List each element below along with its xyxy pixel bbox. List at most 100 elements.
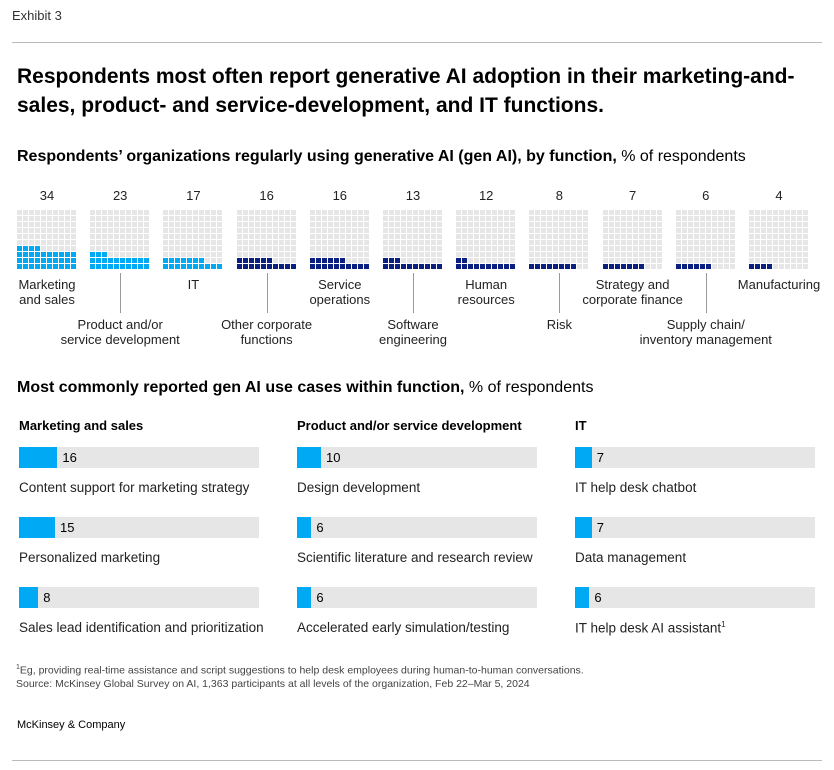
waffle-cell bbox=[693, 258, 699, 263]
waffle-cell bbox=[144, 228, 150, 233]
waffle-cell bbox=[163, 222, 169, 227]
waffle-cell bbox=[761, 240, 766, 245]
waffle-cell bbox=[211, 222, 217, 227]
waffle-cell bbox=[510, 252, 516, 257]
waffle-cell bbox=[650, 228, 656, 233]
waffle-cell bbox=[199, 246, 205, 251]
waffle-cell bbox=[248, 222, 254, 227]
waffle-cell bbox=[620, 228, 626, 233]
waffle-cell bbox=[65, 252, 70, 257]
waffle-cell bbox=[419, 240, 424, 245]
waffle-cell bbox=[699, 240, 705, 245]
waffle-cell bbox=[797, 246, 802, 251]
waffle-cell bbox=[309, 246, 315, 251]
waffle-cell bbox=[638, 228, 644, 233]
waffle-cell bbox=[474, 258, 480, 263]
waffle-cell bbox=[559, 258, 565, 263]
waffle-cell bbox=[431, 234, 436, 239]
bar-fill bbox=[19, 447, 58, 468]
waffle-cell bbox=[205, 222, 211, 227]
waffle-cell bbox=[205, 258, 211, 263]
waffle-cell bbox=[644, 258, 650, 263]
waffle-cell bbox=[535, 216, 541, 221]
waffle-cell bbox=[687, 210, 693, 215]
divider bbox=[12, 42, 822, 43]
waffle-cell bbox=[333, 234, 339, 239]
waffle-label: IT bbox=[123, 277, 263, 292]
waffle-cell bbox=[254, 234, 260, 239]
waffle-cell bbox=[608, 228, 614, 233]
waffle-cell bbox=[339, 252, 345, 257]
waffle-cell bbox=[620, 222, 626, 227]
waffle-cell bbox=[614, 258, 620, 263]
waffle-cell bbox=[395, 258, 400, 263]
waffle-cell bbox=[559, 210, 565, 215]
waffle-cell bbox=[456, 246, 462, 251]
waffle-cell bbox=[59, 246, 64, 251]
waffle-cell bbox=[389, 228, 394, 233]
waffle-cell bbox=[357, 210, 363, 215]
waffle-cell bbox=[583, 210, 589, 215]
bar-value: 10 bbox=[326, 450, 341, 465]
waffle-cell bbox=[260, 258, 266, 263]
waffle-cell bbox=[333, 228, 339, 233]
waffle-cell bbox=[339, 240, 345, 245]
waffle-cell bbox=[577, 252, 583, 257]
waffle-cell bbox=[357, 246, 363, 251]
waffle-cell bbox=[284, 258, 290, 263]
waffle-cell bbox=[217, 234, 223, 239]
waffle-cell bbox=[675, 234, 681, 239]
waffle-cell bbox=[644, 240, 650, 245]
waffle-cell bbox=[321, 216, 327, 221]
label-line: IT bbox=[187, 277, 200, 292]
waffle-cell bbox=[278, 258, 284, 263]
waffle-cell bbox=[425, 228, 430, 233]
waffle-cell bbox=[729, 210, 735, 215]
waffle-cell bbox=[529, 252, 535, 257]
waffle-cell bbox=[17, 210, 22, 215]
waffle-cell bbox=[290, 228, 296, 233]
waffle-cell bbox=[797, 258, 802, 263]
waffle-cell bbox=[132, 210, 138, 215]
waffle-cell bbox=[687, 228, 693, 233]
waffle-cell bbox=[363, 240, 369, 245]
waffle-cell bbox=[272, 252, 278, 257]
waffle-cell bbox=[181, 228, 187, 233]
waffle-cell bbox=[644, 252, 650, 257]
waffle-cell bbox=[236, 210, 242, 215]
waffle-cell bbox=[187, 234, 193, 239]
waffle-cell bbox=[266, 234, 272, 239]
waffle-cell bbox=[199, 216, 205, 221]
waffle-cell bbox=[407, 222, 412, 227]
waffle-cell bbox=[169, 246, 175, 251]
waffle-cell bbox=[644, 222, 650, 227]
waffle-cell bbox=[138, 210, 144, 215]
waffle-cell bbox=[413, 234, 418, 239]
waffle-cell bbox=[687, 264, 693, 269]
waffle-cell bbox=[383, 222, 388, 227]
waffle-cell bbox=[309, 252, 315, 257]
waffle-cell bbox=[419, 210, 424, 215]
waffle-cell bbox=[437, 246, 442, 251]
waffle-cell bbox=[309, 258, 315, 263]
waffle-cell bbox=[577, 246, 583, 251]
waffle-cell bbox=[401, 234, 406, 239]
waffle-cell bbox=[321, 228, 327, 233]
waffle-cell bbox=[749, 216, 754, 221]
waffle-cell bbox=[284, 216, 290, 221]
waffle-cell bbox=[425, 246, 430, 251]
waffle-cell bbox=[132, 234, 138, 239]
bar-fill bbox=[575, 447, 592, 468]
waffle-cell bbox=[339, 222, 345, 227]
waffle-cell bbox=[717, 222, 723, 227]
waffle-cell bbox=[498, 216, 504, 221]
waffle-cell bbox=[675, 210, 681, 215]
waffle-cell bbox=[498, 246, 504, 251]
waffle-cell bbox=[138, 252, 144, 257]
waffle-cell bbox=[175, 228, 181, 233]
waffle-cell bbox=[529, 258, 535, 263]
waffle-cell bbox=[535, 210, 541, 215]
waffle-cell bbox=[717, 228, 723, 233]
waffle-cell bbox=[163, 216, 169, 221]
waffle-cell bbox=[163, 246, 169, 251]
